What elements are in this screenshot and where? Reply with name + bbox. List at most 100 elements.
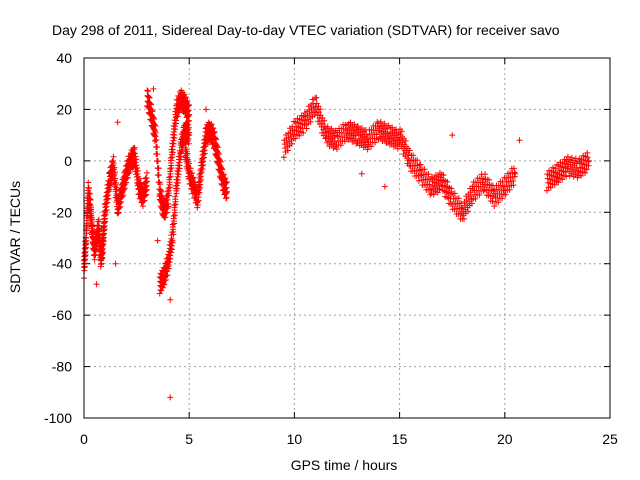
data-point (184, 108, 191, 115)
y-tick-label: -100 (44, 410, 72, 426)
data-point (436, 186, 443, 193)
data-point (113, 184, 120, 191)
data-point (585, 157, 592, 164)
data-point (165, 203, 172, 210)
data-point (131, 144, 138, 151)
chart-title: Day 298 of 2011, Sidereal Day-to-day VTE… (52, 22, 560, 38)
data-point (84, 213, 91, 220)
data-point (512, 170, 519, 177)
data-point (185, 102, 192, 109)
data-point (112, 180, 119, 187)
data-point (186, 101, 193, 108)
data-point (170, 140, 177, 147)
data-point (150, 85, 157, 92)
data-point (111, 164, 118, 171)
data-point (207, 122, 214, 129)
data-point (415, 177, 422, 184)
data-point (461, 215, 468, 222)
data-point (337, 142, 344, 149)
data-point (117, 198, 124, 205)
data-point (158, 188, 165, 195)
data-point (184, 150, 191, 157)
data-point (499, 195, 506, 202)
data-point (145, 94, 152, 101)
data-point (194, 201, 201, 208)
data-point (543, 187, 550, 194)
data-point (174, 113, 181, 120)
data-point (139, 203, 146, 210)
data-point (214, 149, 221, 156)
data-point (166, 184, 173, 191)
data-point (165, 265, 172, 272)
data-point (169, 149, 176, 156)
data-point (164, 272, 171, 279)
data-point (223, 195, 230, 202)
data-point (184, 103, 191, 110)
data-point (216, 151, 223, 158)
data-point (213, 136, 220, 143)
data-point (296, 132, 303, 139)
data-point (448, 185, 455, 192)
data-point (421, 166, 428, 173)
data-points (81, 85, 592, 401)
y-tick-label: 20 (56, 101, 72, 117)
data-point (154, 151, 161, 158)
data-point (284, 147, 291, 154)
data-point (468, 200, 475, 207)
data-point (288, 140, 295, 147)
data-point (426, 181, 433, 188)
data-point (151, 116, 158, 123)
data-point (103, 206, 110, 213)
data-point (223, 179, 230, 186)
data-point (196, 189, 203, 196)
data-point (303, 125, 310, 132)
data-point (385, 122, 392, 129)
data-point (212, 135, 219, 142)
data-point (190, 174, 197, 181)
data-point (189, 175, 196, 182)
data-point (300, 129, 307, 136)
data-point (322, 135, 329, 142)
data-point (176, 165, 183, 172)
data-point (217, 157, 224, 164)
data-point (151, 137, 158, 144)
data-point (203, 106, 210, 113)
x-tick-label: 15 (392, 431, 408, 447)
y-tick-label: 0 (64, 153, 72, 169)
data-point (167, 394, 174, 401)
data-point (162, 214, 169, 221)
data-point (402, 137, 409, 144)
data-point (133, 156, 140, 163)
data-point (491, 203, 498, 210)
data-point (148, 107, 155, 114)
data-point (166, 259, 173, 266)
data-point (211, 128, 218, 135)
data-point (417, 161, 424, 168)
axis-ticks (83, 57, 611, 419)
data-point (161, 281, 168, 288)
data-point (416, 162, 423, 169)
data-point (143, 169, 150, 176)
data-point (398, 128, 405, 135)
data-point (85, 185, 92, 192)
data-point (157, 181, 164, 188)
data-point (93, 281, 100, 288)
data-point (183, 99, 190, 106)
data-point (210, 130, 217, 137)
data-point (489, 198, 496, 205)
data-point (186, 111, 193, 118)
data-point (183, 98, 190, 105)
data-point (321, 117, 328, 124)
data-point (156, 290, 163, 297)
data-point (162, 276, 169, 283)
data-point (208, 126, 215, 133)
data-point (167, 173, 174, 180)
data-point (89, 223, 96, 230)
data-point (210, 125, 217, 132)
data-point (151, 132, 158, 139)
data-point (187, 165, 194, 172)
plot-frame (83, 57, 611, 419)
data-point (425, 171, 432, 178)
data-point (89, 216, 96, 223)
data-point (134, 170, 141, 177)
